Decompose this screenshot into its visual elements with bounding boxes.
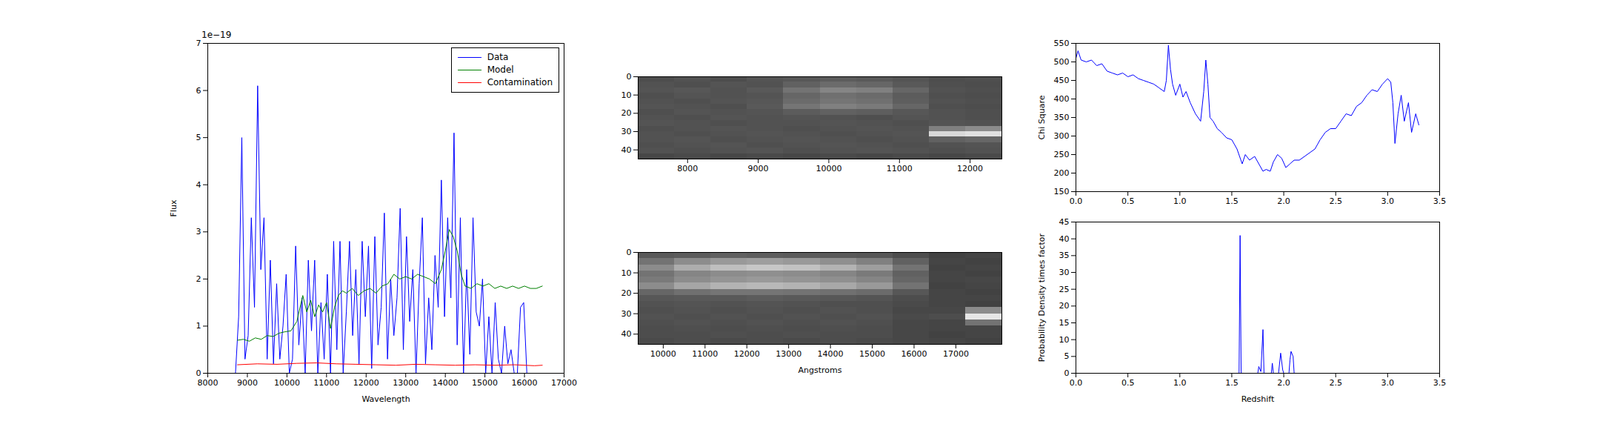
html-text:1e−19: 1e−19 — [201, 29, 232, 40]
svg-text:200: 200 — [1054, 168, 1070, 178]
svg-text:3.5: 3.5 — [1433, 196, 1447, 206]
svg-text:1.0: 1.0 — [1173, 377, 1187, 388]
svg-text:150: 150 — [1054, 186, 1070, 197]
svg-text:2.5: 2.5 — [1328, 377, 1343, 388]
svg-text:Redshift: Redshift — [1241, 394, 1275, 404]
svg-text:0.5: 0.5 — [1121, 196, 1135, 206]
svg-text:1: 1 — [196, 320, 202, 331]
svg-text:20: 20 — [621, 108, 632, 118]
svg-text:Flux: Flux — [168, 199, 179, 217]
svg-text:0: 0 — [196, 368, 202, 378]
svg-text:2: 2 — [196, 274, 202, 284]
svg-text:400: 400 — [1054, 94, 1070, 104]
svg-text:300: 300 — [1054, 131, 1070, 141]
html-text:Contamination: Contamination — [487, 77, 553, 88]
svg-text:Chi Square: Chi Square — [1037, 94, 1047, 140]
svg-text:0: 0 — [626, 247, 632, 258]
svg-text:40: 40 — [1059, 234, 1070, 244]
svg-text:15000: 15000 — [859, 348, 886, 359]
svg-text:1.5: 1.5 — [1225, 377, 1239, 388]
svg-text:550: 550 — [1054, 38, 1070, 49]
svg-text:17000: 17000 — [942, 348, 969, 359]
svg-text:30: 30 — [621, 126, 632, 137]
svg-text:11000: 11000 — [886, 163, 913, 174]
svg-text:6: 6 — [196, 85, 202, 96]
svg-text:10: 10 — [621, 268, 632, 278]
svg-text:0: 0 — [626, 71, 632, 82]
svg-text:15: 15 — [1059, 317, 1070, 328]
svg-text:1.5: 1.5 — [1225, 196, 1239, 206]
svg-text:15000: 15000 — [471, 377, 498, 388]
svg-text:9000: 9000 — [237, 377, 258, 388]
svg-text:2.5: 2.5 — [1328, 196, 1343, 206]
svg-text:0: 0 — [1064, 368, 1070, 378]
html-text:Data: Data — [487, 51, 509, 63]
svg-text:3.0: 3.0 — [1381, 377, 1395, 388]
svg-text:10000: 10000 — [650, 348, 677, 359]
svg-text:2.0: 2.0 — [1277, 196, 1291, 206]
svg-text:30: 30 — [621, 308, 632, 319]
svg-text:20: 20 — [1059, 300, 1070, 311]
svg-text:0.5: 0.5 — [1121, 377, 1135, 388]
svg-text:3.5: 3.5 — [1433, 377, 1447, 388]
svg-text:250: 250 — [1054, 149, 1070, 160]
svg-text:14000: 14000 — [817, 348, 844, 359]
svg-text:35: 35 — [1059, 250, 1070, 260]
svg-text:2.0: 2.0 — [1277, 377, 1291, 388]
svg-text:350: 350 — [1054, 112, 1070, 123]
svg-text:40: 40 — [621, 145, 632, 155]
svg-text:Wavelength: Wavelength — [361, 394, 410, 404]
svg-text:13000: 13000 — [392, 377, 419, 388]
svg-text:11000: 11000 — [313, 377, 340, 388]
svg-text:1.0: 1.0 — [1173, 196, 1187, 206]
svg-text:11000: 11000 — [691, 348, 718, 359]
svg-text:16000: 16000 — [900, 348, 927, 359]
svg-text:45: 45 — [1059, 217, 1070, 227]
svg-text:450: 450 — [1054, 75, 1070, 86]
svg-text:0.0: 0.0 — [1069, 377, 1083, 388]
html-text:Model: Model — [487, 64, 514, 75]
svg-text:10: 10 — [1059, 334, 1070, 345]
svg-text:0.0: 0.0 — [1069, 196, 1083, 206]
svg-text:8000: 8000 — [197, 377, 219, 388]
svg-text:10000: 10000 — [815, 163, 842, 174]
svg-text:5: 5 — [196, 132, 202, 143]
svg-text:14000: 14000 — [432, 377, 459, 388]
svg-text:Angstroms: Angstroms — [798, 365, 843, 375]
svg-text:12000: 12000 — [734, 348, 760, 359]
svg-text:Probability Density times fact: Probability Density times factor — [1037, 232, 1047, 362]
svg-text:10: 10 — [621, 90, 632, 100]
svg-text:3.0: 3.0 — [1381, 196, 1395, 206]
svg-text:8000: 8000 — [677, 163, 698, 174]
svg-text:10000: 10000 — [274, 377, 300, 388]
svg-text:4: 4 — [196, 180, 202, 190]
svg-text:5: 5 — [1064, 351, 1070, 361]
svg-text:12000: 12000 — [353, 377, 380, 388]
svg-text:20: 20 — [621, 288, 632, 298]
svg-text:25: 25 — [1059, 284, 1070, 295]
svg-text:9000: 9000 — [748, 163, 769, 174]
svg-text:40: 40 — [621, 328, 632, 339]
svg-text:500: 500 — [1054, 57, 1070, 67]
svg-text:12000: 12000 — [957, 163, 983, 174]
svg-text:30: 30 — [1059, 267, 1070, 278]
svg-text:17000: 17000 — [551, 377, 578, 388]
svg-text:7: 7 — [196, 38, 202, 49]
svg-text:3: 3 — [196, 226, 202, 237]
svg-text:13000: 13000 — [775, 348, 802, 359]
svg-text:16000: 16000 — [511, 377, 538, 388]
